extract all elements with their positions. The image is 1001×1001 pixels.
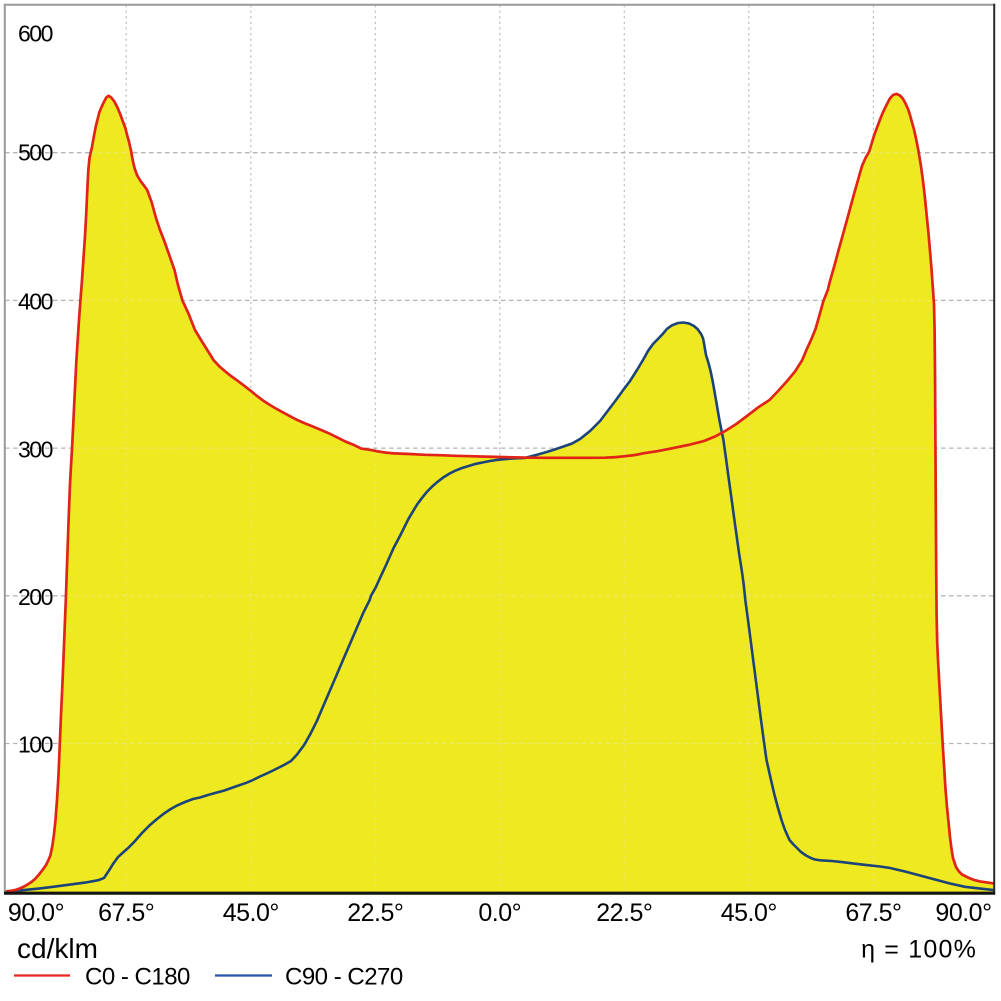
svg-text:C0 - C180: C0 - C180 — [85, 964, 190, 991]
svg-text:90.0°: 90.0° — [935, 899, 991, 927]
svg-text:η = 100%: η = 100% — [861, 936, 977, 964]
svg-text:67.5°: 67.5° — [98, 899, 154, 927]
svg-text:500: 500 — [18, 139, 53, 165]
svg-text:67.5°: 67.5° — [845, 899, 901, 927]
svg-text:C90 - C270: C90 - C270 — [285, 964, 403, 991]
svg-text:45.0°: 45.0° — [721, 899, 777, 927]
svg-text:22.5°: 22.5° — [347, 899, 403, 927]
svg-text:300: 300 — [18, 436, 53, 462]
svg-text:600: 600 — [18, 21, 53, 47]
svg-text:45.0°: 45.0° — [223, 899, 279, 927]
svg-text:90.0°: 90.0° — [8, 899, 64, 927]
svg-text:0.0°: 0.0° — [478, 899, 521, 927]
svg-text:22.5°: 22.5° — [596, 899, 652, 927]
svg-text:400: 400 — [18, 289, 53, 315]
svg-text:200: 200 — [18, 584, 53, 610]
svg-text:cd/klm: cd/klm — [17, 933, 98, 964]
svg-text:100: 100 — [18, 732, 53, 758]
